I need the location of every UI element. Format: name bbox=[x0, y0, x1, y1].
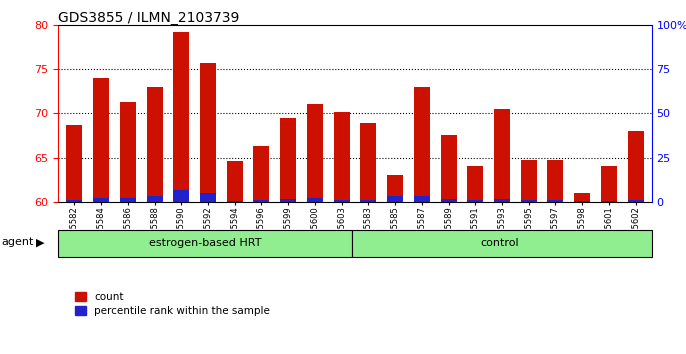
Bar bbox=[521, 200, 536, 202]
Text: control: control bbox=[480, 238, 519, 249]
Bar bbox=[574, 201, 590, 202]
Bar bbox=[333, 112, 350, 202]
Bar bbox=[353, 230, 652, 257]
Bar bbox=[387, 196, 403, 202]
Bar bbox=[307, 104, 323, 202]
Bar bbox=[226, 161, 243, 202]
Bar bbox=[120, 102, 136, 202]
Bar bbox=[601, 200, 617, 202]
Bar bbox=[360, 123, 377, 202]
Bar bbox=[574, 193, 590, 202]
Text: GDS3855 / ILMN_2103739: GDS3855 / ILMN_2103739 bbox=[58, 11, 239, 25]
Bar bbox=[174, 190, 189, 202]
Bar bbox=[601, 166, 617, 202]
Bar bbox=[494, 109, 510, 202]
Legend: count, percentile rank within the sample: count, percentile rank within the sample bbox=[75, 292, 270, 316]
Bar bbox=[521, 160, 536, 202]
Bar bbox=[414, 196, 430, 202]
Text: estrogen-based HRT: estrogen-based HRT bbox=[149, 238, 261, 249]
Bar bbox=[440, 135, 457, 202]
Bar bbox=[307, 198, 323, 202]
Bar bbox=[280, 199, 296, 202]
Bar bbox=[467, 166, 484, 202]
Bar bbox=[333, 200, 350, 202]
Bar bbox=[147, 196, 163, 202]
Bar bbox=[226, 200, 243, 202]
Bar bbox=[58, 230, 353, 257]
Bar bbox=[547, 200, 563, 202]
Bar bbox=[547, 160, 563, 202]
Bar bbox=[440, 199, 457, 202]
Bar bbox=[387, 175, 403, 202]
Bar bbox=[93, 198, 109, 202]
Bar bbox=[174, 32, 189, 202]
Bar bbox=[253, 200, 270, 202]
Bar bbox=[67, 200, 82, 202]
Bar bbox=[467, 200, 484, 202]
Bar bbox=[253, 146, 270, 202]
Bar bbox=[628, 200, 643, 202]
Bar bbox=[120, 198, 136, 202]
Text: agent: agent bbox=[1, 238, 34, 247]
Bar bbox=[147, 87, 163, 202]
Bar bbox=[494, 199, 510, 202]
Bar bbox=[628, 131, 643, 202]
Bar bbox=[200, 63, 216, 202]
Bar bbox=[360, 200, 377, 202]
Text: ▶: ▶ bbox=[36, 238, 44, 247]
Bar bbox=[93, 78, 109, 202]
Bar bbox=[414, 87, 430, 202]
Bar bbox=[67, 125, 82, 202]
Bar bbox=[200, 193, 216, 202]
Bar bbox=[280, 118, 296, 202]
